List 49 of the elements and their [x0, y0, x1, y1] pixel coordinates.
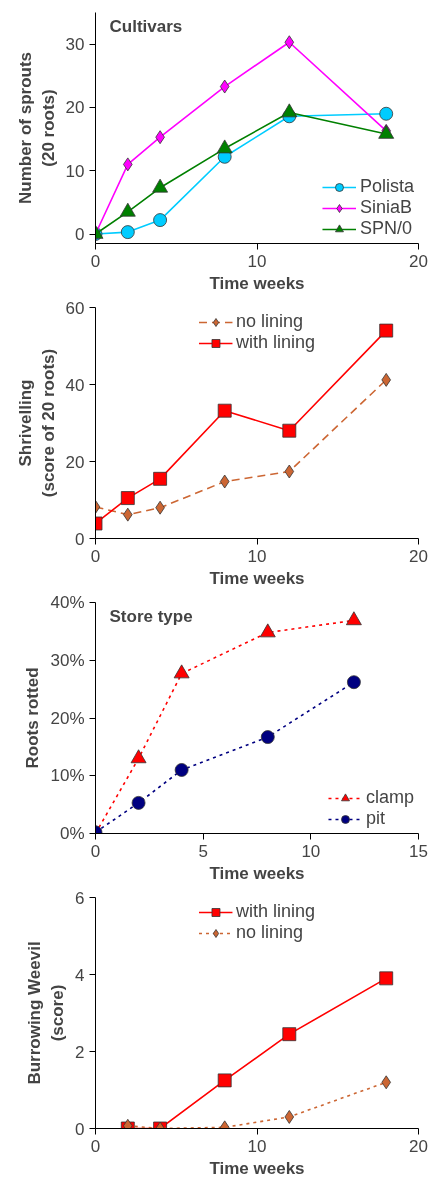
- y-axis-title: Burrowing Weevil (score): [25, 941, 68, 1085]
- legend-label: no lining: [235, 311, 304, 332]
- x-tick-label: 20: [409, 546, 428, 566]
- y-tick-label: 6: [75, 888, 85, 908]
- x-tick-label: 20: [409, 251, 428, 271]
- x-tick-label: 10: [247, 546, 267, 566]
- legend-label: clamp: [365, 787, 414, 808]
- y-tick-label: 20: [65, 452, 85, 472]
- chart-title: Store type: [109, 606, 193, 626]
- y-tick-label: 10: [65, 161, 85, 181]
- legend-label: SiniaB: [359, 197, 412, 218]
- y-tick-label: 30%: [50, 650, 85, 670]
- legend-label: no lining: [235, 922, 304, 943]
- y-axis-title: Shrivelling (score of 20 roots): [15, 348, 58, 498]
- x-tick-label: 20: [409, 1136, 428, 1156]
- legend-label: with lining: [235, 901, 316, 922]
- legend-label: with lining: [235, 332, 316, 353]
- y-tick-label: 40%: [50, 593, 85, 612]
- y-tick-label: 20: [65, 98, 85, 118]
- x-tick-label: 0: [90, 251, 101, 271]
- x-tick-label: 10: [247, 1136, 267, 1156]
- y-tick-label: 0: [75, 529, 85, 549]
- x-tick-label: 15: [409, 841, 428, 861]
- y-tick-label: 20%: [50, 708, 85, 728]
- y-tick-label: 0: [75, 225, 85, 245]
- y-tick-label: 40: [65, 375, 85, 395]
- x-axis-title: Time weeks: [209, 273, 305, 293]
- y-tick-label: 0%: [59, 824, 85, 843]
- x-tick-label: 0: [90, 1136, 101, 1156]
- y-axis-title: Roots rotted: [23, 667, 43, 769]
- chart-title: Cultivars: [109, 16, 183, 36]
- x-tick-label: 10: [247, 251, 267, 271]
- x-tick-label: 0: [90, 841, 101, 861]
- y-tick-label: 2: [75, 1042, 85, 1062]
- x-axis-title: Time weeks: [209, 863, 305, 883]
- y-tick-label: 10%: [50, 766, 85, 786]
- x-tick-label: 0: [90, 546, 101, 566]
- y-tick-label: 4: [75, 965, 85, 985]
- x-tick-label: 5: [198, 841, 208, 861]
- x-tick-label: 10: [301, 841, 321, 861]
- y-tick-label: 60: [65, 298, 85, 318]
- y-axis-title: Number of sprouts (20 roots): [15, 51, 58, 205]
- x-axis-title: Time weeks: [209, 568, 305, 588]
- legend-label: Polista: [359, 176, 414, 197]
- legend-label: SPN/0: [359, 218, 412, 239]
- y-tick-label: 30: [65, 35, 85, 55]
- y-tick-label: 0: [75, 1119, 85, 1139]
- legend-label: pit: [365, 808, 386, 829]
- x-axis-title: Time weeks: [209, 1158, 305, 1178]
